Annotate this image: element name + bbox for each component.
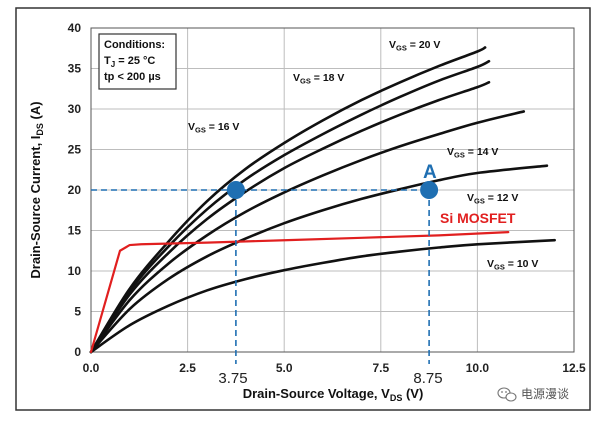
y-tick-label: 10 [68,264,82,278]
series-line-10-v [89,238,556,354]
conditions-pulse: tp < 200 µs [104,71,161,83]
x-tick-label: 2.5 [179,361,196,375]
marker-value-right: 8.75 [413,370,442,387]
series-line-si-mosfet [89,231,510,354]
curve-label-14v: VGS = 14 V [447,146,498,160]
x-tick-labels: 0.0 2.5 5.0 7.5 10.0 12.5 [83,361,586,375]
x-tick-label: 0.0 [83,361,100,375]
x-axis-label: Drain-Source Voltage, VDS (V) [243,386,424,403]
series-line-12-v [89,164,549,354]
series-line-20-v [89,46,487,354]
curves [89,46,556,354]
conditions-temperature: TJ = 25 °C [104,55,155,69]
y-tick-label: 20 [68,183,82,197]
x-tick-label: 5.0 [276,361,293,375]
y-tick-label: 40 [68,21,82,35]
wechat-icon [497,387,517,402]
outer-frame [15,7,591,411]
annotations [91,181,440,364]
y-axis-label: Drain-Source Current, IDS (A) [28,101,45,278]
series-line-16-v [89,80,491,354]
conditions-box: Conditions: TJ = 25 °C tp < 200 µs [98,33,177,90]
y-tick-label: 15 [68,224,82,238]
watermark: 电源漫谈 [497,387,569,402]
series-line-18-v [89,59,491,354]
y-tick-label: 35 [68,62,82,76]
y-tick-labels: 0 5 10 15 20 25 30 35 40 [68,21,82,359]
x-tick-label: 7.5 [372,361,389,375]
watermark-text: 电源漫谈 [521,387,569,401]
y-tick-label: 5 [74,305,81,319]
curve-label-20v: VGS = 20 V [389,39,440,53]
curve-label-12v: VGS = 12 V [467,192,518,206]
conditions-border [98,33,177,90]
curve-label-18v: VGS = 18 V [293,72,344,86]
y-tick-label: 30 [68,102,82,116]
curve-label-10v: VGS = 10 V [487,258,538,272]
marker-point-left [226,181,245,199]
x-tick-label: 12.5 [562,361,586,375]
marker-point-a [420,181,439,199]
x-tick-label: 10.0 [466,361,490,375]
y-tick-label: 25 [68,143,82,157]
curve-label-16v: VGS = 16 V [188,121,239,135]
conditions-title: Conditions: [104,39,165,51]
si-mosfet-label: Si MOSFET [440,210,516,226]
point-label-a: A [423,162,437,183]
series-line-14-v [89,110,526,354]
marker-value-left: 3.75 [218,370,247,387]
y-tick-label: 0 [74,345,81,359]
